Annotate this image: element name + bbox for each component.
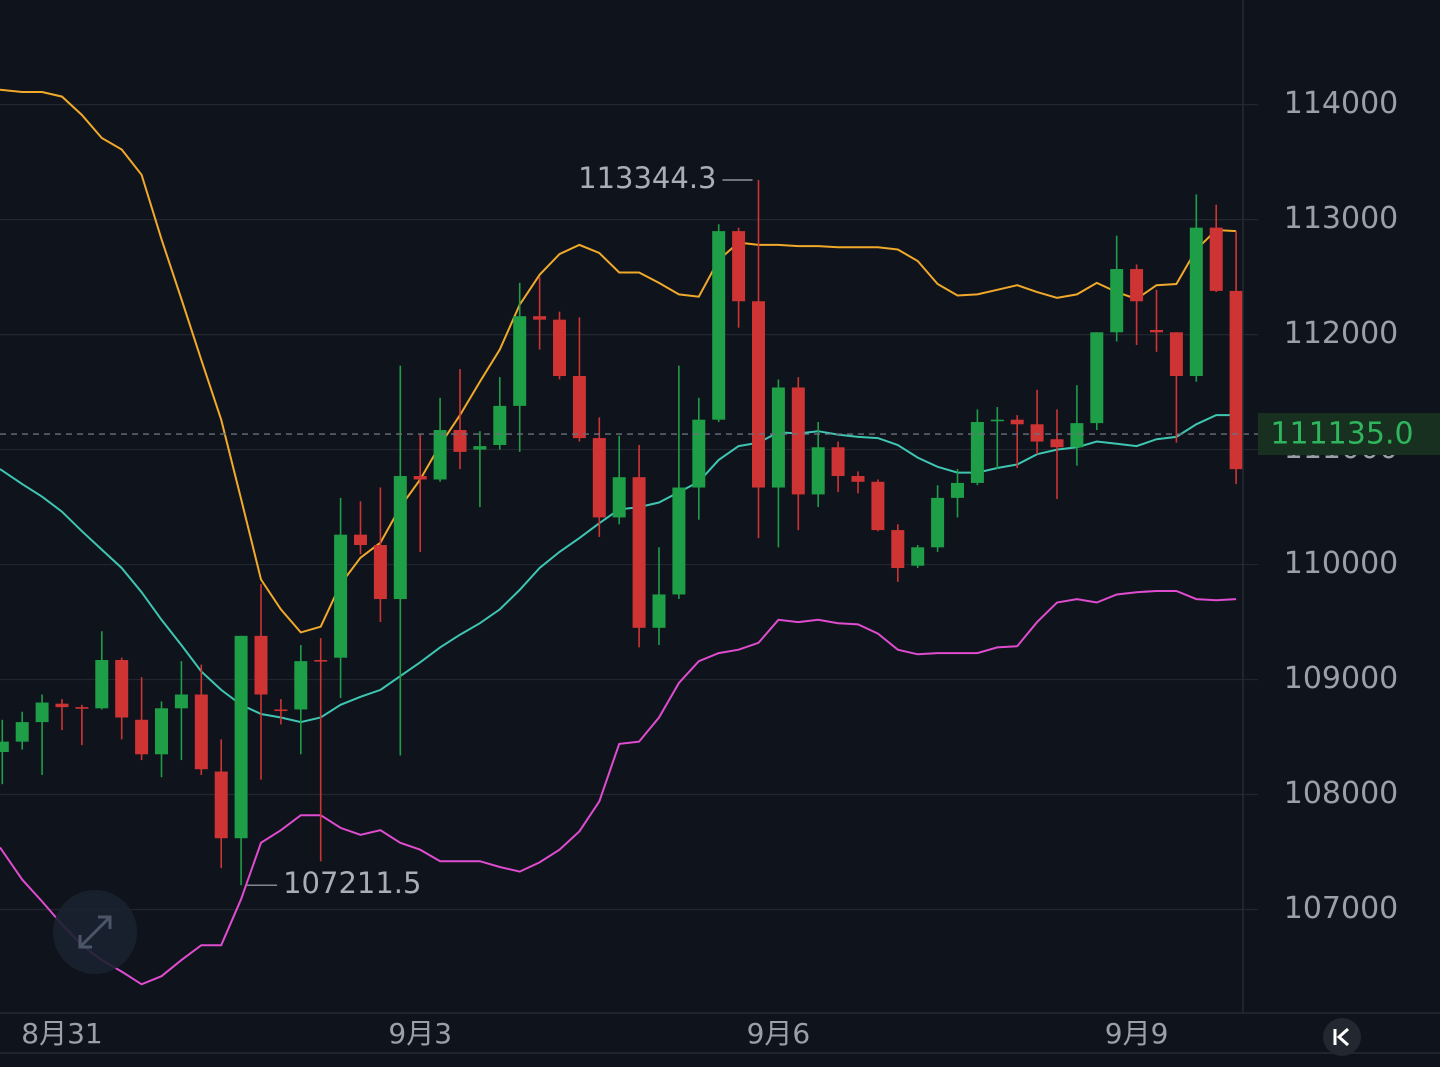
candle-body xyxy=(493,405,507,445)
x-tick-label: 8月31 xyxy=(21,1017,102,1050)
candle-body xyxy=(811,447,825,495)
candle-body xyxy=(314,660,328,662)
overlay: 113344.3 107211.5 111135.0 xyxy=(0,161,1440,900)
candle-body xyxy=(851,476,865,482)
last-price-label: 111135.0 xyxy=(1270,417,1413,452)
candle-body xyxy=(771,387,785,488)
candle-body xyxy=(234,635,248,839)
candle-body xyxy=(115,660,129,718)
candle-body xyxy=(732,231,746,302)
y-tick-label: 110000 xyxy=(1284,546,1399,581)
candle-body xyxy=(453,430,467,452)
candle-body xyxy=(75,707,89,709)
y-tick-label: 109000 xyxy=(1284,661,1399,696)
band-line xyxy=(0,590,1237,986)
candle-body xyxy=(135,719,149,755)
x-tick-label: 9月9 xyxy=(1105,1017,1169,1050)
grid: 1070001080001090001100001110001120001130… xyxy=(0,86,1398,1050)
candle-body xyxy=(891,530,905,569)
band-line xyxy=(0,88,1237,634)
candle-body xyxy=(55,703,69,708)
candle-body xyxy=(155,708,168,755)
candle-body xyxy=(513,316,527,406)
candle-body xyxy=(1030,424,1044,442)
y-tick-label: 113000 xyxy=(1284,201,1399,236)
candle-body xyxy=(433,430,447,480)
candle-body xyxy=(752,301,765,488)
candle-body xyxy=(712,231,726,420)
scroll-end-circle[interactable] xyxy=(1323,1018,1361,1056)
y-tick-label: 114000 xyxy=(1284,86,1399,121)
candle-body xyxy=(194,694,208,770)
candle-body xyxy=(951,482,964,498)
candle-body xyxy=(592,438,606,518)
candle-body xyxy=(692,419,706,488)
candle-body xyxy=(1229,290,1243,470)
candle-body xyxy=(1090,332,1104,424)
expand-button[interactable] xyxy=(53,890,137,974)
candle-body xyxy=(15,722,29,742)
candle-body xyxy=(1209,227,1223,291)
scroll-end-icon xyxy=(1333,1027,1349,1047)
scroll-end-button[interactable] xyxy=(1323,1018,1361,1056)
candle-body xyxy=(931,497,945,548)
x-tick-label: 9月6 xyxy=(747,1017,811,1050)
candle-body xyxy=(1189,227,1203,376)
candles xyxy=(0,180,1243,886)
high-annotation: 113344.3 xyxy=(578,161,716,195)
candle-body xyxy=(1050,439,1064,448)
candle-body xyxy=(831,447,845,477)
expand-icon xyxy=(78,915,112,949)
candle-body xyxy=(1169,332,1183,376)
candle-body xyxy=(334,534,348,658)
x-tick-label: 9月3 xyxy=(388,1017,452,1050)
candle-body xyxy=(612,477,626,518)
candle-body xyxy=(214,771,228,839)
candle-body xyxy=(354,534,367,546)
candle-body xyxy=(174,694,188,709)
y-tick-label: 108000 xyxy=(1284,776,1399,811)
candle-body xyxy=(672,487,686,595)
candle-body xyxy=(0,741,9,752)
candle-body xyxy=(95,660,109,709)
candle-body xyxy=(553,319,566,376)
candle-body xyxy=(1110,269,1124,333)
candle-body xyxy=(1070,423,1084,448)
candle-body xyxy=(1010,419,1024,425)
candle-body xyxy=(791,387,805,495)
candle-body xyxy=(572,375,586,439)
low-annotation: 107211.5 xyxy=(283,866,421,900)
candle-body xyxy=(393,476,407,600)
candle-body xyxy=(254,635,268,695)
candle-body xyxy=(871,481,885,531)
candle-body xyxy=(294,661,308,710)
candle-body xyxy=(35,702,49,723)
candle-body xyxy=(274,709,288,712)
candle-body xyxy=(911,547,925,566)
candle-body xyxy=(373,545,387,600)
y-tick-label: 107000 xyxy=(1284,891,1399,926)
candle-body xyxy=(1130,269,1144,302)
candle-body xyxy=(632,477,646,628)
candle-body xyxy=(1150,330,1163,333)
candle-body xyxy=(652,594,666,628)
last-price-box xyxy=(1258,413,1440,456)
candle-body xyxy=(990,419,1004,422)
candle-body xyxy=(533,316,547,320)
candle-body xyxy=(473,446,487,450)
candle-body xyxy=(970,421,984,483)
candle-body xyxy=(413,476,427,480)
y-tick-label: 112000 xyxy=(1284,316,1399,351)
